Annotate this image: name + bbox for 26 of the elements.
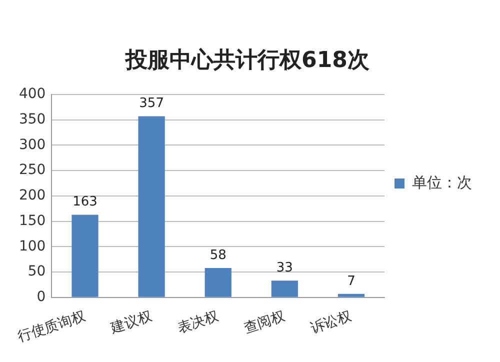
legend-label: 单位：次 xyxy=(412,173,472,192)
x-tick-label: 行使质询权 xyxy=(16,308,88,346)
y-tick-label: 50 xyxy=(28,264,46,280)
data-label: 7 xyxy=(347,274,356,289)
data-label: 58 xyxy=(210,248,226,263)
bar xyxy=(138,116,165,297)
x-tick-label: 诉讼权 xyxy=(308,308,354,337)
x-tick-label: 建议权 xyxy=(108,308,154,337)
y-tick-label: 150 xyxy=(18,212,46,229)
chart-title: 投服中心共计行权618次 xyxy=(124,46,370,73)
bar xyxy=(72,214,98,297)
y-tick-label: 300 xyxy=(18,136,46,153)
y-tick-label: 0 xyxy=(36,289,46,306)
y-tick-label: 400 xyxy=(18,86,46,102)
data-label: 33 xyxy=(276,260,293,276)
y-tick-label: 350 xyxy=(18,111,46,128)
y-tick-label: 100 xyxy=(18,238,46,254)
bar xyxy=(204,268,232,297)
bar xyxy=(271,280,298,297)
y-tick-label: 200 xyxy=(18,188,46,204)
x-tick-label: 查阅权 xyxy=(242,308,288,337)
y-tick-label: 250 xyxy=(18,162,46,178)
bar xyxy=(338,294,365,297)
data-label: 163 xyxy=(72,194,98,210)
x-tick-label: 表决权 xyxy=(176,308,220,337)
data-label: 357 xyxy=(139,96,164,112)
